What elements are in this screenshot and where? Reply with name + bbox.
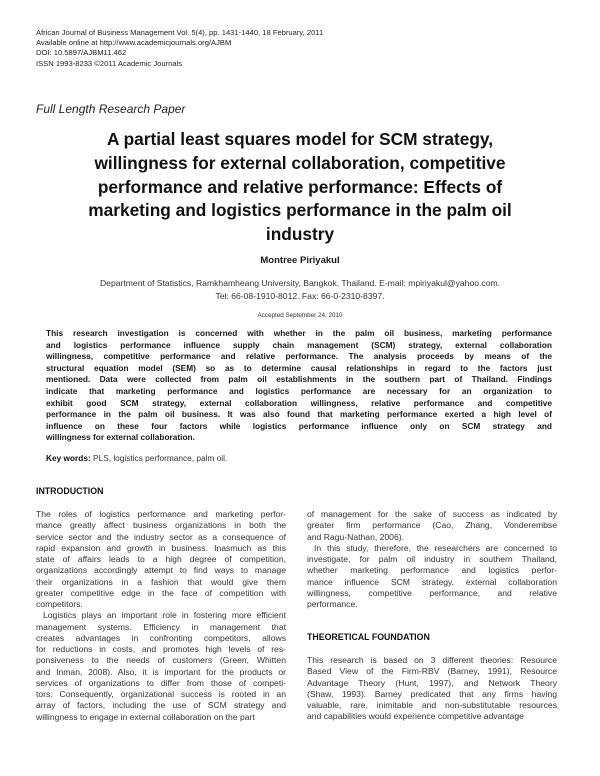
keywords-label: Key words: xyxy=(46,453,91,463)
text-line: performance in the palm oil business. It… xyxy=(46,409,552,420)
introduction-body-continued: of management for the sake of success as… xyxy=(307,509,557,610)
contact-line: Tel: 66-08-1910-8012. Fax: 66-0-2310-839… xyxy=(215,291,385,301)
introduction-body: The roles of logistics performance and m… xyxy=(36,509,286,723)
text-line: mentioned. Data were collected from palm… xyxy=(46,374,552,385)
text-line: organizations accordingly attempt to fin… xyxy=(36,565,286,576)
text-line: This research is based on 3 different th… xyxy=(307,655,557,665)
title-line: performance and relative performance: Ef… xyxy=(97,176,503,197)
text-line: competitors. xyxy=(36,599,83,609)
text-line: whether marketing performance and logist… xyxy=(307,565,557,576)
author: Montree Piriyakul xyxy=(260,255,340,266)
title-line: willingness for external collaboration, … xyxy=(94,152,506,173)
accepted-date: Accepted September 24, 2010 xyxy=(257,312,343,319)
text-line: willingness for external collaboration. xyxy=(46,432,195,443)
theoretical-foundation-body: This research is based on 3 different th… xyxy=(307,655,557,723)
doi: DOI: 10.5897/AJBM11.462 xyxy=(36,48,127,58)
text-line: structural equation model (SEM) so as to… xyxy=(46,362,552,373)
text-line: and logistics performance influence supp… xyxy=(46,339,552,350)
text-line: Based View of the Firm-RBV (Barney, 1991… xyxy=(307,666,557,677)
text-line: In this study, therefore, the researcher… xyxy=(314,542,557,553)
text-line: their organizations in a fashion that wo… xyxy=(36,576,286,587)
text-line: willingness, competitive performance and… xyxy=(46,351,552,362)
text-line: tors. Consequently, organizational succe… xyxy=(36,689,286,699)
text-line: array of factors, including the use of S… xyxy=(36,700,286,711)
text-line: Advantage Theory (Hunt, 1997), and Netwo… xyxy=(307,677,557,688)
paper-type: Full Length Research Paper xyxy=(36,102,186,116)
theoretical-foundation-heading: THEORETICAL FOUNDATION xyxy=(307,632,430,642)
text-line: of management for the sake of success as… xyxy=(307,509,557,519)
text-line: Logistics plays an important role in fos… xyxy=(43,610,286,621)
journal-header: African Journal of Business Management V… xyxy=(36,28,323,69)
text-line: and capabilities would experience compet… xyxy=(307,711,524,722)
keywords: Key words: PLS, logistics performance, p… xyxy=(46,453,227,463)
text-line: willingness to engage in external collab… xyxy=(36,711,255,722)
text-line: services of organizations to differ from… xyxy=(36,677,286,688)
text-line: management systems. Efficiency in manage… xyxy=(36,621,286,632)
abstract: This research investigation is concerned… xyxy=(46,328,552,444)
text-line: state of affairs leads to a high degree … xyxy=(36,554,286,564)
text-line: exhibit good SCM strategy, external coll… xyxy=(46,397,552,408)
text-line: and Ragu-Nathan, 2006). xyxy=(307,531,404,542)
introduction-heading: INTRODUCTION xyxy=(36,486,104,496)
text-line: valuable, rare, inimitable and non-subst… xyxy=(307,700,557,710)
keywords-value: PLS, logistics performance, palm oil. xyxy=(93,453,228,463)
text-line: rapid expansion and growth in business. … xyxy=(36,542,286,553)
text-line: (Shaw, 1993). Barney predicated that any… xyxy=(307,688,557,699)
text-line: performance. xyxy=(307,599,358,609)
text-line: influence on these four factors while lo… xyxy=(46,420,552,431)
title-line: A partial least squares model for SCM st… xyxy=(106,129,494,149)
title-line: industry xyxy=(265,224,335,245)
paper-title: A partial least squares model for SCM st… xyxy=(40,128,560,247)
journal-citation: African Journal of Business Management V… xyxy=(36,28,324,37)
affiliation: Department of Statistics, Ramkhamheang U… xyxy=(0,277,600,303)
journal-url: Available online at http://www.academicj… xyxy=(36,38,232,48)
text-line: greater competitive edge in the face of … xyxy=(36,587,286,598)
text-line: willingness, competitive performance, an… xyxy=(307,587,557,598)
text-line: investigate, for palm oil industry in so… xyxy=(307,554,557,564)
text-line: for reductions in costs, and promotes hi… xyxy=(36,644,286,654)
issn: ISSN 1993-8233 ©2011 Academic Journals xyxy=(36,58,183,68)
text-line: ponsiveness to the needs of customers (G… xyxy=(36,655,286,666)
text-line: mance greatly affect business organizati… xyxy=(36,520,286,531)
text-line: and Inman, 2008). Also, it is important … xyxy=(36,666,286,677)
text-line: greater firm performance (Cao, Zhang, Vo… xyxy=(307,520,557,531)
text-line: This research investigation is concerned… xyxy=(46,328,552,338)
text-line: The roles of logistics performance and m… xyxy=(36,509,286,519)
title-line: marketing and logistics performance in t… xyxy=(88,200,512,221)
affiliation-line: Department of Statistics, Ramkhamheang U… xyxy=(99,278,501,288)
text-line: creates advantages in confronting compet… xyxy=(36,632,286,643)
text-line: mance influence SCM strategy, external c… xyxy=(307,576,557,587)
text-line: indicate that marketing performance and … xyxy=(46,385,552,396)
text-line: service sector and the industry sector a… xyxy=(36,531,286,542)
